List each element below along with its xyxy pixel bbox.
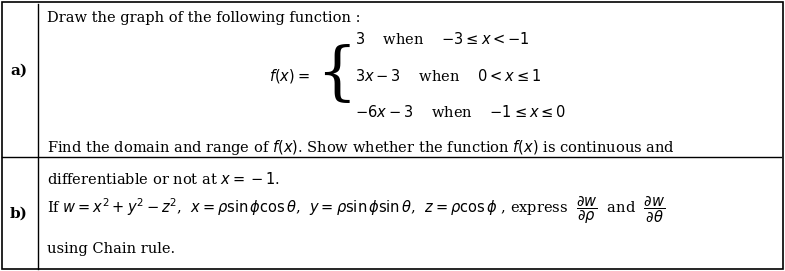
Text: $f(x)=$: $f(x)=$	[269, 67, 310, 85]
Text: using Chain rule.: using Chain rule.	[47, 242, 175, 256]
Text: b): b)	[10, 207, 28, 221]
Text: $3x-3$    when    $0< x\leq 1$: $3x-3$ when $0< x\leq 1$	[355, 68, 541, 84]
Text: $-6x-3$    when    $-1\leq x\leq 0$: $-6x-3$ when $-1\leq x\leq 0$	[355, 104, 566, 121]
Text: Find the domain and range of $f(x)$. Show whether the function $f(x)$ is continu: Find the domain and range of $f(x)$. Sho…	[47, 138, 675, 157]
Text: $3$    when    $-3\leq x<-1$: $3$ when $-3\leq x<-1$	[355, 31, 530, 47]
Text: Draw the graph of the following function :: Draw the graph of the following function…	[47, 11, 360, 25]
Text: If $w=x^2+y^2-z^2$,  $x=\rho\sin\phi\cos\theta$,  $y=\rho\sin\phi\sin\theta$,  $: If $w=x^2+y^2-z^2$, $x=\rho\sin\phi\cos\…	[47, 194, 665, 226]
Text: differentiable or not at $x=-1$.: differentiable or not at $x=-1$.	[47, 171, 279, 187]
Text: {: {	[316, 45, 356, 107]
Text: a): a)	[10, 63, 27, 78]
